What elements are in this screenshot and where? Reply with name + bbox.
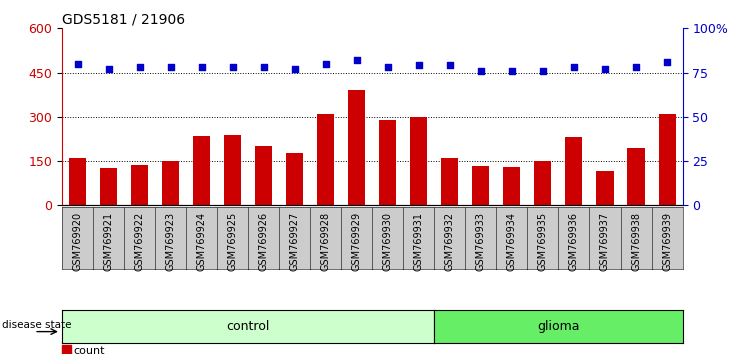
Point <box>413 63 425 68</box>
Bar <box>566 137 583 205</box>
Point <box>351 57 363 63</box>
Point <box>506 68 518 74</box>
Point <box>165 64 177 70</box>
Text: GSM769924: GSM769924 <box>196 212 207 271</box>
Text: GSM769933: GSM769933 <box>476 212 486 271</box>
Bar <box>658 114 675 205</box>
Bar <box>224 135 241 205</box>
Bar <box>162 161 179 205</box>
Point <box>103 66 115 72</box>
Point <box>134 64 145 70</box>
Bar <box>69 158 86 205</box>
Text: GSM769938: GSM769938 <box>631 212 641 271</box>
Text: GSM769932: GSM769932 <box>445 212 455 271</box>
Text: GSM769934: GSM769934 <box>507 212 517 271</box>
Text: GSM769928: GSM769928 <box>320 212 331 271</box>
Bar <box>193 136 210 205</box>
Text: GSM769929: GSM769929 <box>352 212 362 271</box>
Text: count: count <box>73 346 104 354</box>
Bar <box>472 166 489 205</box>
Point <box>444 63 456 68</box>
Bar <box>348 90 365 205</box>
Point <box>661 59 673 65</box>
Point <box>258 64 269 70</box>
Text: GSM769920: GSM769920 <box>72 212 82 271</box>
Text: GSM769935: GSM769935 <box>538 212 548 271</box>
Text: GSM769923: GSM769923 <box>166 212 176 271</box>
Bar <box>504 167 520 205</box>
Bar <box>255 146 272 205</box>
Point <box>320 61 331 67</box>
Point <box>72 61 83 67</box>
Point <box>227 64 239 70</box>
Bar <box>318 114 334 205</box>
Point <box>630 64 642 70</box>
Bar <box>100 169 117 205</box>
Point <box>196 64 207 70</box>
Point <box>568 64 580 70</box>
Text: GSM769922: GSM769922 <box>134 212 145 271</box>
Text: GSM769936: GSM769936 <box>569 212 579 271</box>
Bar <box>442 158 458 205</box>
Bar <box>380 120 396 205</box>
Text: GSM769931: GSM769931 <box>414 212 424 271</box>
Point <box>599 66 611 72</box>
Bar <box>131 165 148 205</box>
Bar <box>410 117 427 205</box>
Text: GSM769937: GSM769937 <box>600 212 610 271</box>
Text: GSM769939: GSM769939 <box>662 212 672 271</box>
Text: GSM769926: GSM769926 <box>258 212 269 271</box>
Bar <box>596 171 613 205</box>
Text: disease state: disease state <box>2 320 72 330</box>
Text: glioma: glioma <box>537 320 580 333</box>
Point <box>382 64 393 70</box>
Bar <box>534 161 551 205</box>
Point <box>537 68 549 74</box>
Text: GSM769921: GSM769921 <box>104 212 114 271</box>
Point <box>289 66 301 72</box>
Text: GDS5181 / 21906: GDS5181 / 21906 <box>62 12 185 27</box>
Text: GSM769925: GSM769925 <box>228 212 238 271</box>
Text: control: control <box>226 320 270 333</box>
Point <box>475 68 487 74</box>
Text: GSM769930: GSM769930 <box>383 212 393 271</box>
Bar <box>286 153 303 205</box>
Text: GSM769927: GSM769927 <box>290 212 300 271</box>
Bar <box>628 148 645 205</box>
